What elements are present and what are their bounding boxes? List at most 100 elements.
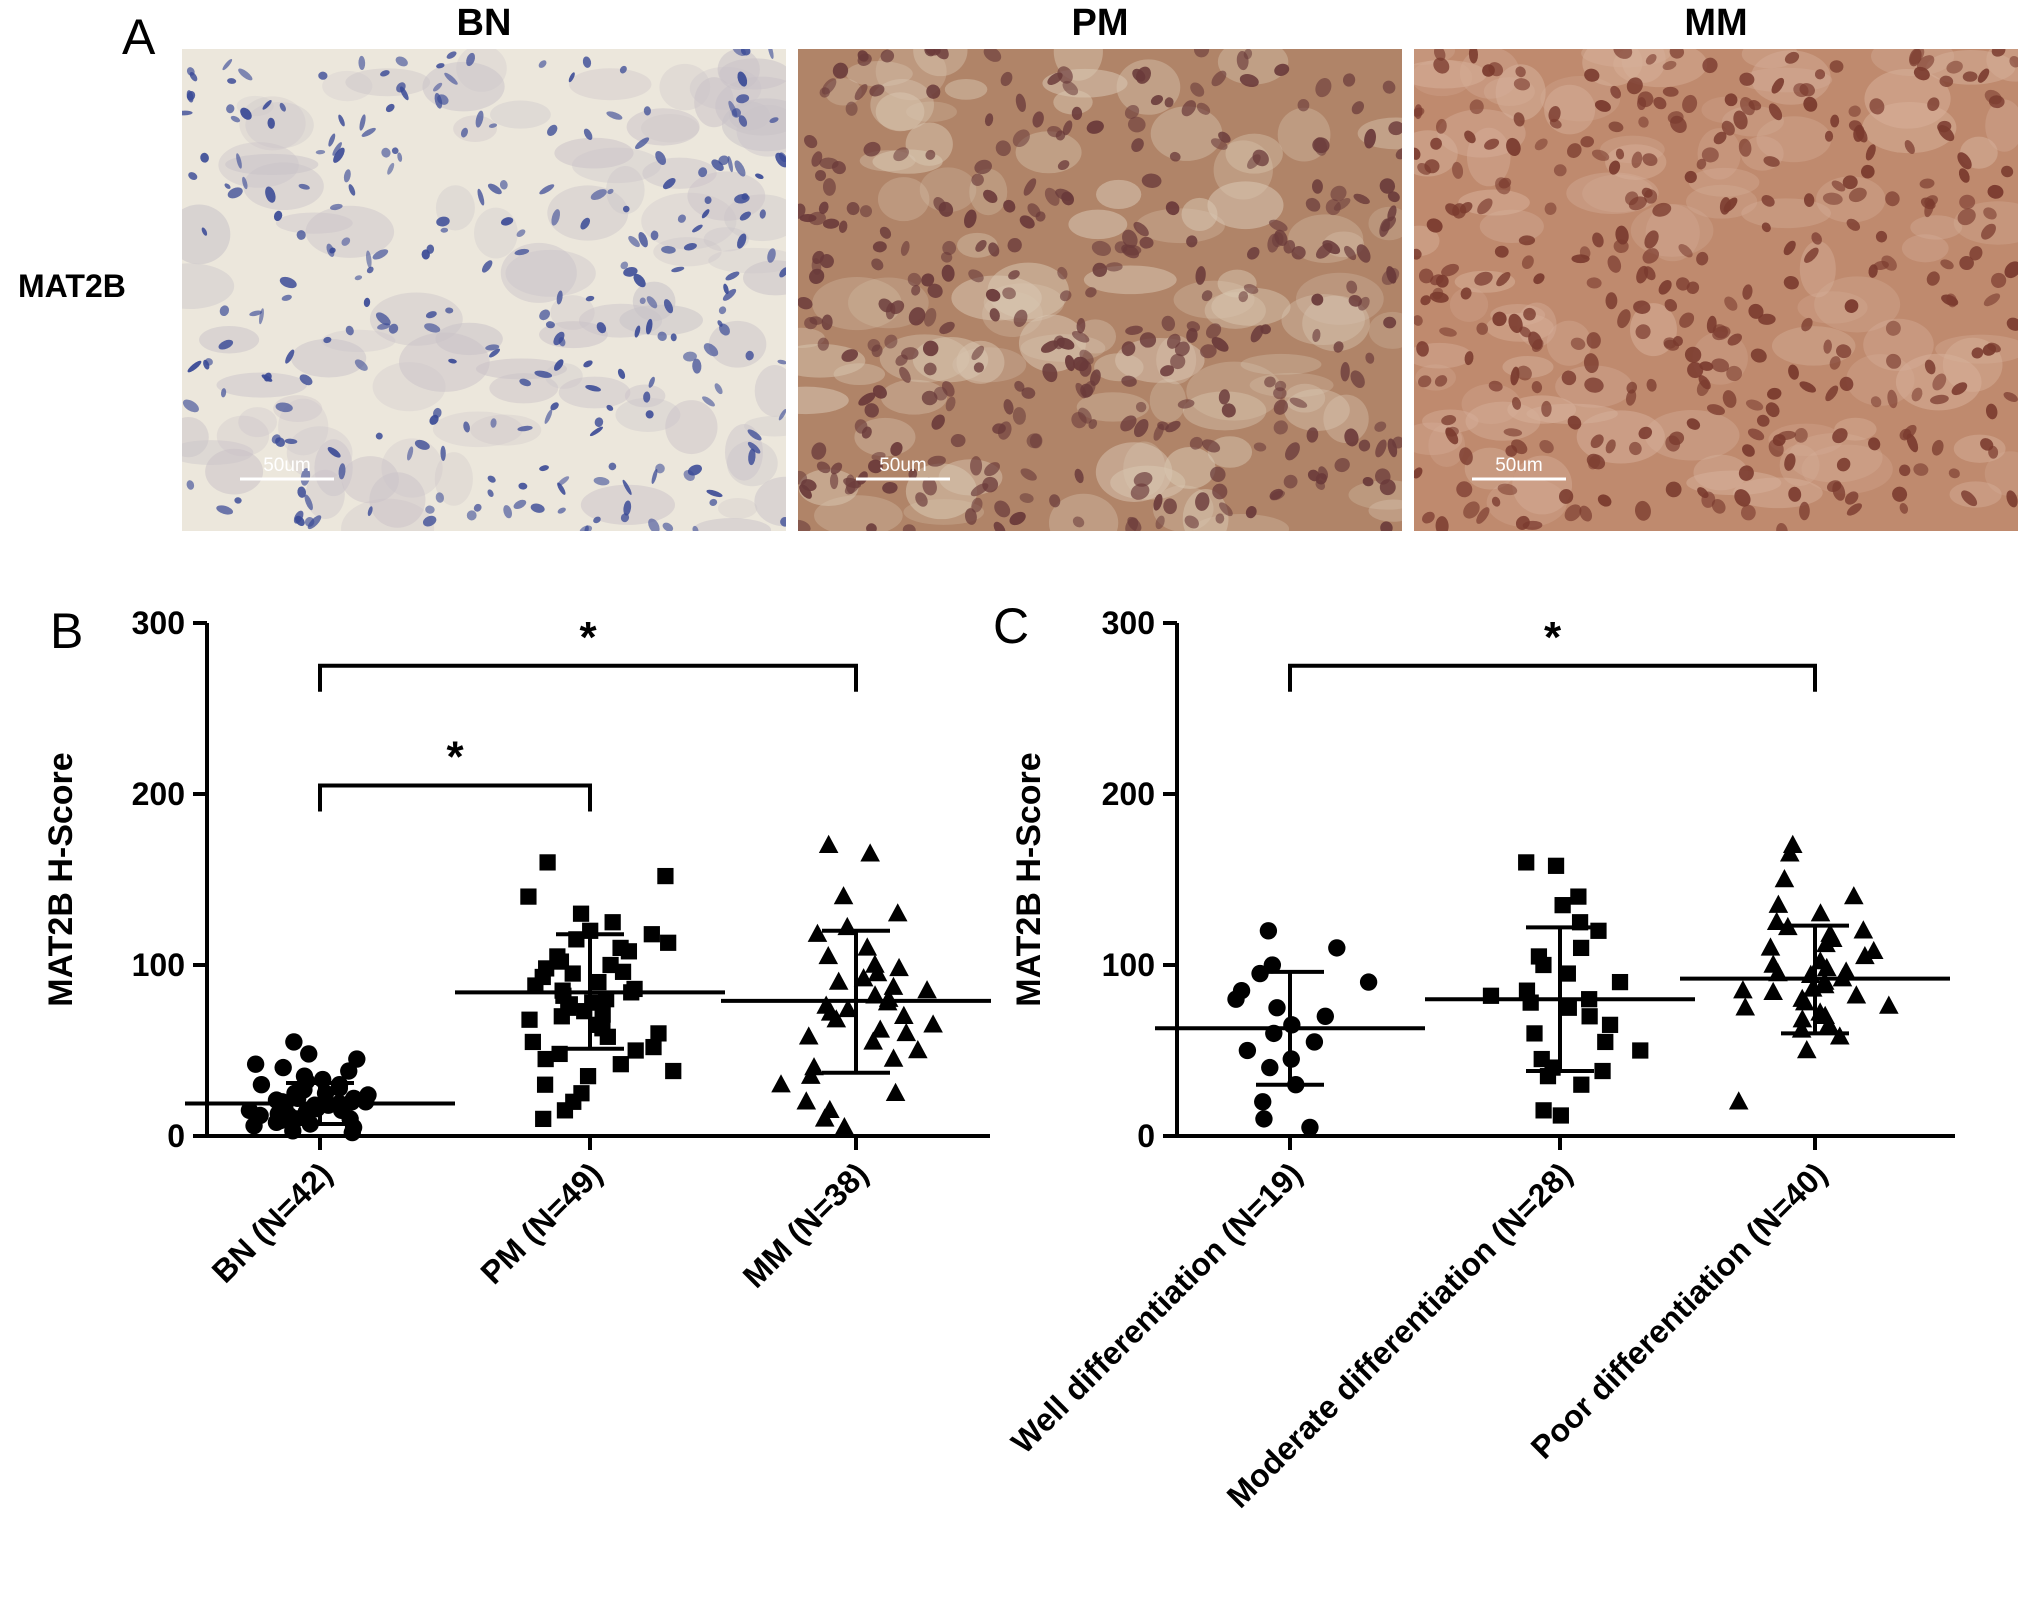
data-point — [1359, 973, 1378, 991]
data-point — [537, 1050, 554, 1068]
data-point — [1547, 857, 1565, 874]
data-point — [798, 1026, 819, 1045]
data-point — [1792, 1009, 1813, 1028]
data-point — [1879, 995, 1899, 1014]
data-point — [274, 1058, 292, 1077]
data-point — [340, 1062, 358, 1080]
scale-bar: 50um — [240, 455, 334, 481]
data-point — [598, 991, 615, 1008]
data-point — [614, 963, 632, 980]
data-point — [627, 1042, 644, 1059]
data-point — [863, 1031, 883, 1050]
micrograph-mm: 50um — [1414, 49, 2018, 531]
y-tick-label: 0 — [167, 1118, 185, 1154]
data-point — [599, 1028, 616, 1045]
data-point — [796, 1091, 817, 1110]
data-point — [923, 1014, 943, 1033]
data-point — [1227, 990, 1245, 1008]
data-point — [612, 1056, 629, 1073]
data-point — [838, 998, 858, 1018]
data-point — [245, 1117, 263, 1135]
y-tick-label: 200 — [132, 776, 185, 812]
data-point — [1601, 1016, 1619, 1033]
data-point — [1590, 922, 1607, 939]
data-point — [579, 1068, 597, 1085]
panel-b-chart: B 0 100 200 300 MAT2B H-Score BN (N=42) PM (N=4… — [42, 603, 991, 1295]
data-point — [1522, 994, 1539, 1011]
data-point — [1814, 975, 1835, 994]
data-point — [1482, 987, 1500, 1004]
data-point — [1802, 978, 1823, 997]
data-point — [300, 1045, 318, 1063]
data-point — [620, 943, 638, 960]
panel-a-row-label: MAT2B — [18, 268, 126, 304]
micrograph-texture: 50um — [182, 49, 786, 531]
data-point — [857, 937, 878, 956]
data-point — [870, 1019, 891, 1038]
data-point — [602, 956, 619, 974]
data-point — [572, 905, 590, 922]
data-point — [853, 968, 874, 987]
data-point — [285, 1033, 303, 1051]
image-title-bn: BN — [456, 2, 512, 44]
y-tick-label: 200 — [1102, 776, 1155, 812]
scale-bar-label: 50um — [879, 455, 927, 476]
data-point — [818, 834, 839, 853]
data-point — [1535, 956, 1552, 974]
panel-letter: B — [50, 603, 83, 659]
y-axis-title: MAT2B H-Score — [42, 752, 80, 1006]
data-point — [524, 1033, 541, 1051]
y-tick-label: 100 — [1102, 947, 1155, 983]
data-point — [828, 971, 849, 990]
data-point — [917, 980, 937, 999]
data-point — [650, 1025, 667, 1042]
data-point — [1570, 888, 1587, 905]
data-point — [1816, 957, 1837, 977]
data-point — [1816, 933, 1836, 953]
data-point — [1829, 1026, 1850, 1045]
data-point — [894, 1005, 914, 1024]
scale-bar-label: 50um — [263, 455, 311, 476]
y-tick-label: 300 — [132, 605, 185, 641]
data-point — [883, 976, 904, 995]
data-point — [521, 1011, 538, 1028]
panel-a-letter: A — [122, 9, 156, 65]
y-axis-title: MAT2B H-Score — [1010, 752, 1048, 1006]
y-tick-label: 100 — [132, 947, 185, 983]
data-point — [1573, 1076, 1590, 1093]
data-point — [1735, 997, 1756, 1016]
data-point — [834, 1116, 855, 1136]
significance-label: * — [1544, 613, 1562, 662]
data-point — [1255, 1110, 1273, 1128]
data-point — [908, 1040, 928, 1059]
data-point — [1559, 965, 1576, 982]
data-point — [604, 914, 621, 931]
data-point — [1581, 1008, 1598, 1025]
data-point — [1572, 939, 1590, 957]
significance-bracket — [318, 663, 858, 692]
data-point — [771, 1074, 791, 1093]
data-point — [539, 854, 556, 871]
data-point — [800, 1065, 821, 1084]
image-title-mm: MM — [1684, 2, 1748, 44]
x-category-label: Poor differentiation (N=40) — [1524, 1155, 1834, 1465]
data-point — [1728, 1091, 1749, 1110]
data-point — [1795, 992, 1815, 1011]
data-point — [267, 1113, 286, 1131]
data-point — [645, 1038, 662, 1056]
panel-c-chart: C 0 100 200 300 MAT2B H-Score Well differentia… — [993, 598, 1955, 1515]
micrograph-bn: 50um — [182, 49, 786, 531]
data-point — [520, 888, 537, 905]
data-point — [1853, 920, 1874, 939]
x-category-label: MM (N=38) — [736, 1155, 875, 1294]
data-point — [1526, 1025, 1543, 1042]
data-point — [1597, 1033, 1614, 1051]
scale-bar-label: 50um — [1495, 455, 1543, 476]
data-point — [527, 977, 544, 994]
data-point — [1254, 1093, 1272, 1111]
data-point — [1733, 980, 1753, 999]
data-point — [1760, 937, 1781, 956]
x-category-label: PM (N=49) — [473, 1155, 608, 1290]
data-point — [1846, 985, 1867, 1004]
